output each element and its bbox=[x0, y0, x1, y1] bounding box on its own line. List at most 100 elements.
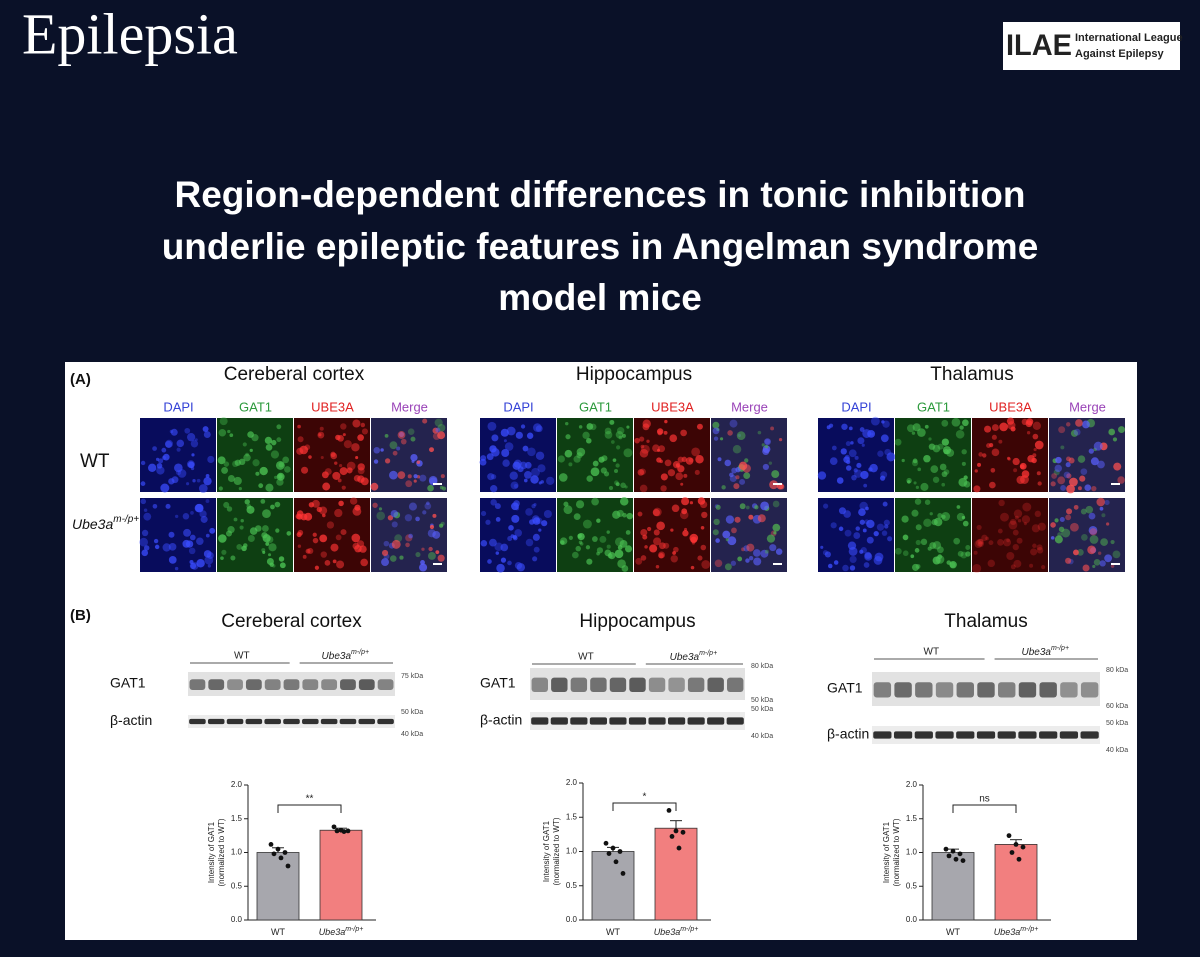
cell bbox=[264, 436, 273, 445]
cell bbox=[1070, 522, 1079, 532]
data-point bbox=[666, 808, 672, 813]
cell bbox=[731, 527, 737, 534]
protein-label: GAT1 bbox=[480, 675, 516, 691]
micrograph bbox=[480, 498, 556, 572]
cell bbox=[155, 457, 160, 462]
cell bbox=[352, 542, 360, 550]
society-name: Against Epilepsy bbox=[1075, 48, 1165, 60]
cell bbox=[660, 473, 668, 481]
cell bbox=[642, 423, 650, 431]
cell bbox=[659, 542, 666, 550]
cell bbox=[297, 424, 301, 429]
cell bbox=[223, 501, 230, 509]
cell bbox=[168, 478, 175, 485]
cell bbox=[653, 529, 660, 536]
y-tick-label: 2.0 bbox=[566, 778, 578, 787]
cell bbox=[502, 459, 510, 467]
category: Ube3a bbox=[319, 927, 346, 937]
cell bbox=[407, 474, 412, 479]
cell bbox=[700, 544, 707, 551]
cell bbox=[435, 427, 441, 433]
cell bbox=[519, 461, 528, 470]
cell bbox=[437, 423, 446, 432]
x-tick-label: WT bbox=[946, 927, 960, 937]
cell bbox=[202, 426, 209, 433]
kda-marker: 50 kDa bbox=[751, 706, 773, 713]
channel-label: GAT1 bbox=[239, 399, 272, 414]
cell bbox=[635, 557, 643, 565]
cell bbox=[646, 439, 650, 443]
allele: m-/p+ bbox=[351, 649, 369, 656]
cell bbox=[829, 457, 838, 465]
y-axis-label: Intensity of GAT1 bbox=[542, 820, 551, 882]
cell bbox=[975, 538, 984, 547]
cell bbox=[1033, 447, 1037, 452]
x-tick-label: Ube3am-/p+ bbox=[654, 926, 699, 938]
data-point bbox=[1009, 850, 1015, 855]
data-point bbox=[1006, 833, 1012, 839]
cell bbox=[739, 503, 746, 510]
cell bbox=[276, 478, 284, 486]
cell bbox=[941, 512, 951, 521]
cell bbox=[664, 459, 672, 467]
actin-band bbox=[687, 717, 705, 725]
cell bbox=[511, 502, 519, 511]
cell bbox=[647, 526, 652, 532]
cell bbox=[663, 430, 668, 435]
cell bbox=[1089, 528, 1098, 536]
cell bbox=[845, 441, 851, 447]
protein-label: β-actin bbox=[480, 712, 522, 728]
cell bbox=[961, 461, 966, 466]
significance-bracket bbox=[277, 804, 342, 813]
cell bbox=[494, 542, 503, 551]
cell bbox=[233, 476, 242, 486]
data-point bbox=[620, 871, 626, 876]
kda-marker: 80 kDa bbox=[1106, 667, 1128, 674]
cell bbox=[141, 529, 149, 537]
cell bbox=[206, 551, 214, 559]
cell bbox=[236, 544, 243, 550]
actin-band bbox=[302, 718, 319, 725]
cell bbox=[712, 529, 719, 536]
data-point bbox=[278, 855, 284, 861]
cell bbox=[652, 509, 660, 517]
cell bbox=[189, 562, 197, 570]
cell bbox=[322, 513, 326, 518]
cell bbox=[924, 499, 931, 505]
cell bbox=[1013, 509, 1023, 518]
cell bbox=[302, 554, 307, 559]
cell bbox=[439, 523, 444, 528]
cell bbox=[719, 437, 724, 441]
actin-band bbox=[264, 718, 281, 725]
cell bbox=[1016, 537, 1023, 544]
cell bbox=[1023, 522, 1027, 526]
cell bbox=[186, 482, 190, 486]
cell bbox=[238, 458, 246, 466]
gat1-band bbox=[283, 679, 300, 690]
x-tick-label: WT bbox=[606, 927, 620, 937]
cell bbox=[894, 438, 902, 446]
cell bbox=[998, 439, 1003, 444]
cell bbox=[1017, 518, 1022, 523]
cell bbox=[601, 455, 608, 462]
cell bbox=[573, 513, 581, 521]
cell bbox=[537, 464, 546, 473]
cell bbox=[854, 455, 859, 460]
cell bbox=[840, 448, 847, 455]
cell bbox=[1081, 420, 1090, 429]
channel-label: DAPI bbox=[163, 399, 193, 414]
cell bbox=[961, 449, 967, 455]
cell bbox=[924, 424, 929, 429]
cell bbox=[682, 530, 689, 537]
cell bbox=[621, 433, 626, 438]
cell bbox=[265, 444, 273, 451]
cell bbox=[748, 556, 754, 561]
data-point bbox=[613, 859, 619, 865]
cell bbox=[725, 538, 729, 542]
cell bbox=[624, 545, 633, 553]
cell bbox=[487, 559, 492, 564]
cell bbox=[741, 547, 745, 552]
cell bbox=[736, 431, 746, 441]
cell bbox=[886, 452, 896, 462]
cell bbox=[527, 447, 536, 457]
